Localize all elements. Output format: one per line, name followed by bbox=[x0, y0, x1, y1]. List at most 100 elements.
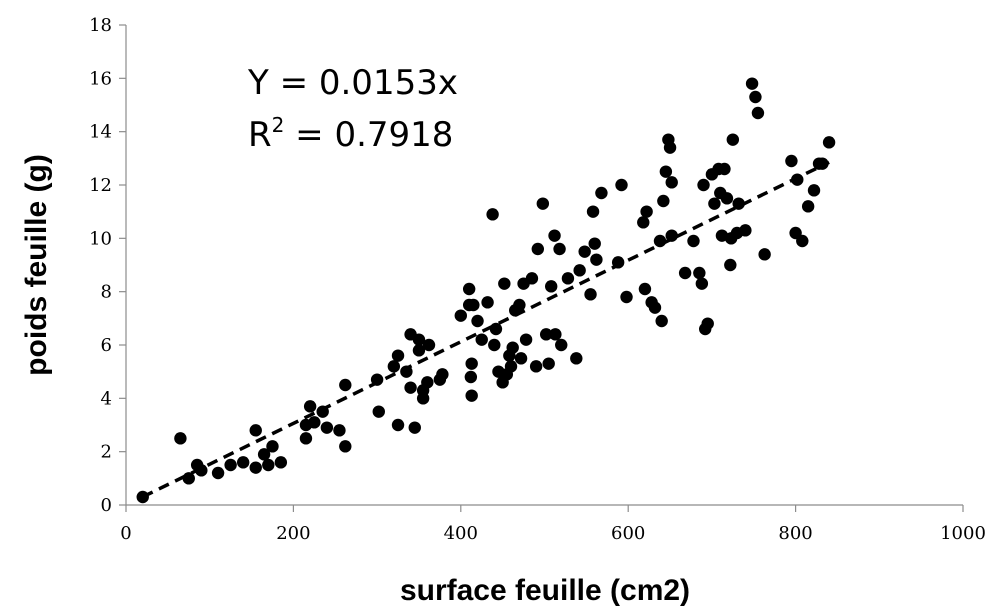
data-point bbox=[513, 298, 526, 312]
data-point bbox=[421, 376, 434, 389]
data-point bbox=[697, 178, 710, 192]
data-point bbox=[693, 266, 706, 280]
data-point bbox=[249, 461, 262, 474]
data-point bbox=[320, 421, 334, 434]
x-tick-label: 600 bbox=[611, 523, 645, 544]
data-point bbox=[489, 322, 503, 336]
data-point bbox=[504, 360, 518, 373]
data-point bbox=[718, 162, 731, 176]
data-point bbox=[578, 245, 591, 258]
data-point bbox=[637, 216, 650, 229]
y-tick-label: 8 bbox=[101, 282, 112, 303]
data-point bbox=[807, 184, 821, 197]
data-point bbox=[525, 272, 539, 285]
data-point bbox=[663, 141, 677, 154]
data-point bbox=[539, 328, 553, 341]
data-point bbox=[573, 264, 586, 277]
data-point bbox=[391, 418, 405, 432]
y-tick-label: 12 bbox=[89, 175, 112, 196]
data-point bbox=[659, 165, 673, 178]
data-point bbox=[308, 416, 321, 429]
data-point bbox=[701, 317, 714, 330]
data-point bbox=[486, 208, 499, 221]
data-point bbox=[665, 176, 678, 189]
data-point bbox=[638, 282, 652, 296]
data-point bbox=[136, 490, 149, 504]
data-point bbox=[467, 298, 480, 312]
data-point bbox=[462, 282, 476, 296]
data-point bbox=[549, 328, 562, 341]
data-point bbox=[475, 333, 488, 346]
data-point bbox=[412, 333, 426, 346]
data-point bbox=[758, 248, 771, 261]
data-point bbox=[514, 352, 528, 365]
data-point bbox=[274, 456, 288, 469]
data-point bbox=[584, 288, 597, 301]
data-point bbox=[595, 186, 608, 200]
data-point bbox=[529, 360, 543, 373]
data-point bbox=[708, 197, 721, 210]
data-point bbox=[751, 106, 765, 120]
y-tick-label: 4 bbox=[101, 388, 112, 409]
data-point bbox=[640, 205, 653, 218]
data-point bbox=[678, 266, 692, 280]
data-point bbox=[548, 229, 561, 242]
data-point bbox=[299, 432, 313, 445]
data-point bbox=[536, 197, 550, 210]
data-point bbox=[182, 472, 195, 485]
data-point bbox=[542, 357, 555, 370]
x-tick-label: 200 bbox=[276, 523, 310, 544]
y-tick-label: 18 bbox=[89, 15, 112, 36]
data-point bbox=[249, 424, 262, 437]
x-tick-label: 400 bbox=[444, 523, 478, 544]
y-tick-label: 6 bbox=[101, 335, 112, 356]
x-tick-label: 1000 bbox=[940, 523, 986, 544]
data-point bbox=[586, 205, 600, 218]
data-point bbox=[726, 133, 740, 146]
data-point bbox=[257, 448, 271, 461]
data-point bbox=[506, 341, 519, 354]
r2-superscript: 2 bbox=[272, 113, 285, 137]
data-point bbox=[720, 192, 734, 205]
data-point bbox=[416, 392, 430, 405]
data-point bbox=[801, 200, 815, 213]
trendline bbox=[141, 160, 830, 499]
data-point bbox=[498, 277, 511, 290]
axes: 0 200 400 600 800 1000 0 2 4 6 8 10 12 14 16 18 bbox=[89, 15, 986, 544]
data-point bbox=[412, 344, 426, 357]
data-point bbox=[648, 301, 662, 314]
data-point bbox=[588, 237, 601, 250]
data-point bbox=[454, 309, 467, 322]
data-point bbox=[224, 458, 237, 472]
data-point bbox=[404, 381, 417, 394]
r-squared-label: R2 = 0.7918 bbox=[248, 113, 453, 155]
data-point bbox=[387, 360, 401, 373]
data-point bbox=[749, 90, 762, 104]
data-point bbox=[745, 77, 759, 90]
y-axis-title: poids feuille (g) bbox=[20, 154, 53, 376]
data-point bbox=[620, 290, 633, 304]
y-tick-label: 10 bbox=[89, 228, 112, 249]
data-points bbox=[136, 77, 836, 504]
data-point bbox=[303, 400, 317, 413]
data-point bbox=[724, 258, 737, 272]
y-tick-label: 2 bbox=[101, 442, 112, 463]
data-point bbox=[544, 280, 558, 293]
data-point bbox=[262, 458, 275, 472]
data-point bbox=[657, 194, 670, 208]
data-point bbox=[408, 421, 421, 434]
data-point bbox=[615, 178, 628, 192]
data-point bbox=[519, 333, 533, 346]
data-point bbox=[195, 464, 208, 477]
data-point bbox=[796, 234, 809, 248]
data-point bbox=[739, 224, 752, 237]
data-point bbox=[464, 370, 478, 384]
y-tick-label: 0 bbox=[101, 495, 112, 516]
data-point bbox=[436, 368, 449, 381]
x-tick-label: 800 bbox=[778, 523, 812, 544]
data-point bbox=[695, 277, 709, 290]
data-point bbox=[488, 338, 501, 352]
data-point bbox=[553, 242, 566, 256]
data-point bbox=[687, 234, 700, 248]
